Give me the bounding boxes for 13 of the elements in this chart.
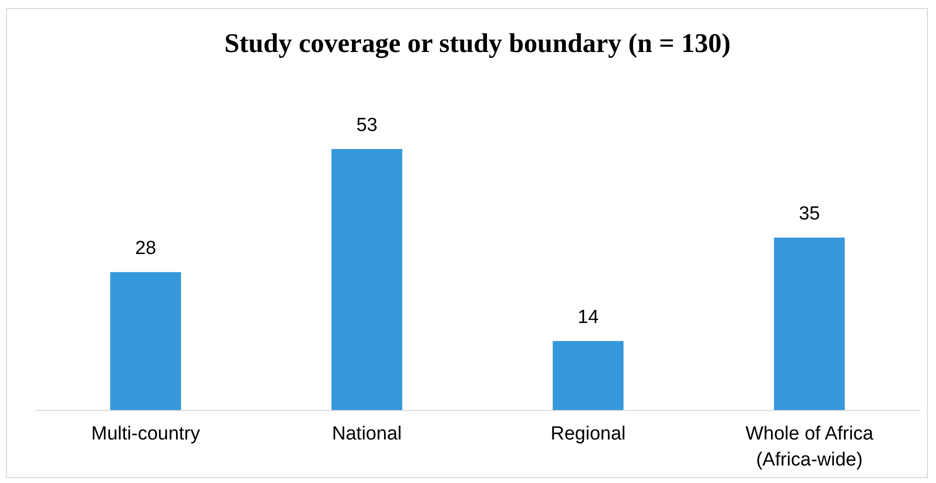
data-label: 53: [356, 115, 378, 136]
chart-title: Study coverage or study boundary (n = 130): [224, 28, 731, 58]
bar: [110, 272, 182, 410]
x-tick-label: National: [332, 424, 402, 444]
x-tick-label: Multi-country: [91, 424, 200, 444]
x-tick-label: Regional: [550, 424, 626, 444]
bar: [774, 238, 845, 410]
bar: [331, 149, 402, 410]
data-label: 14: [578, 307, 600, 328]
data-label: 35: [798, 204, 820, 225]
data-label: 28: [135, 238, 156, 260]
bar: [552, 341, 624, 410]
x-tick-label: Whole of Africa (Africa-wide): [745, 424, 874, 470]
